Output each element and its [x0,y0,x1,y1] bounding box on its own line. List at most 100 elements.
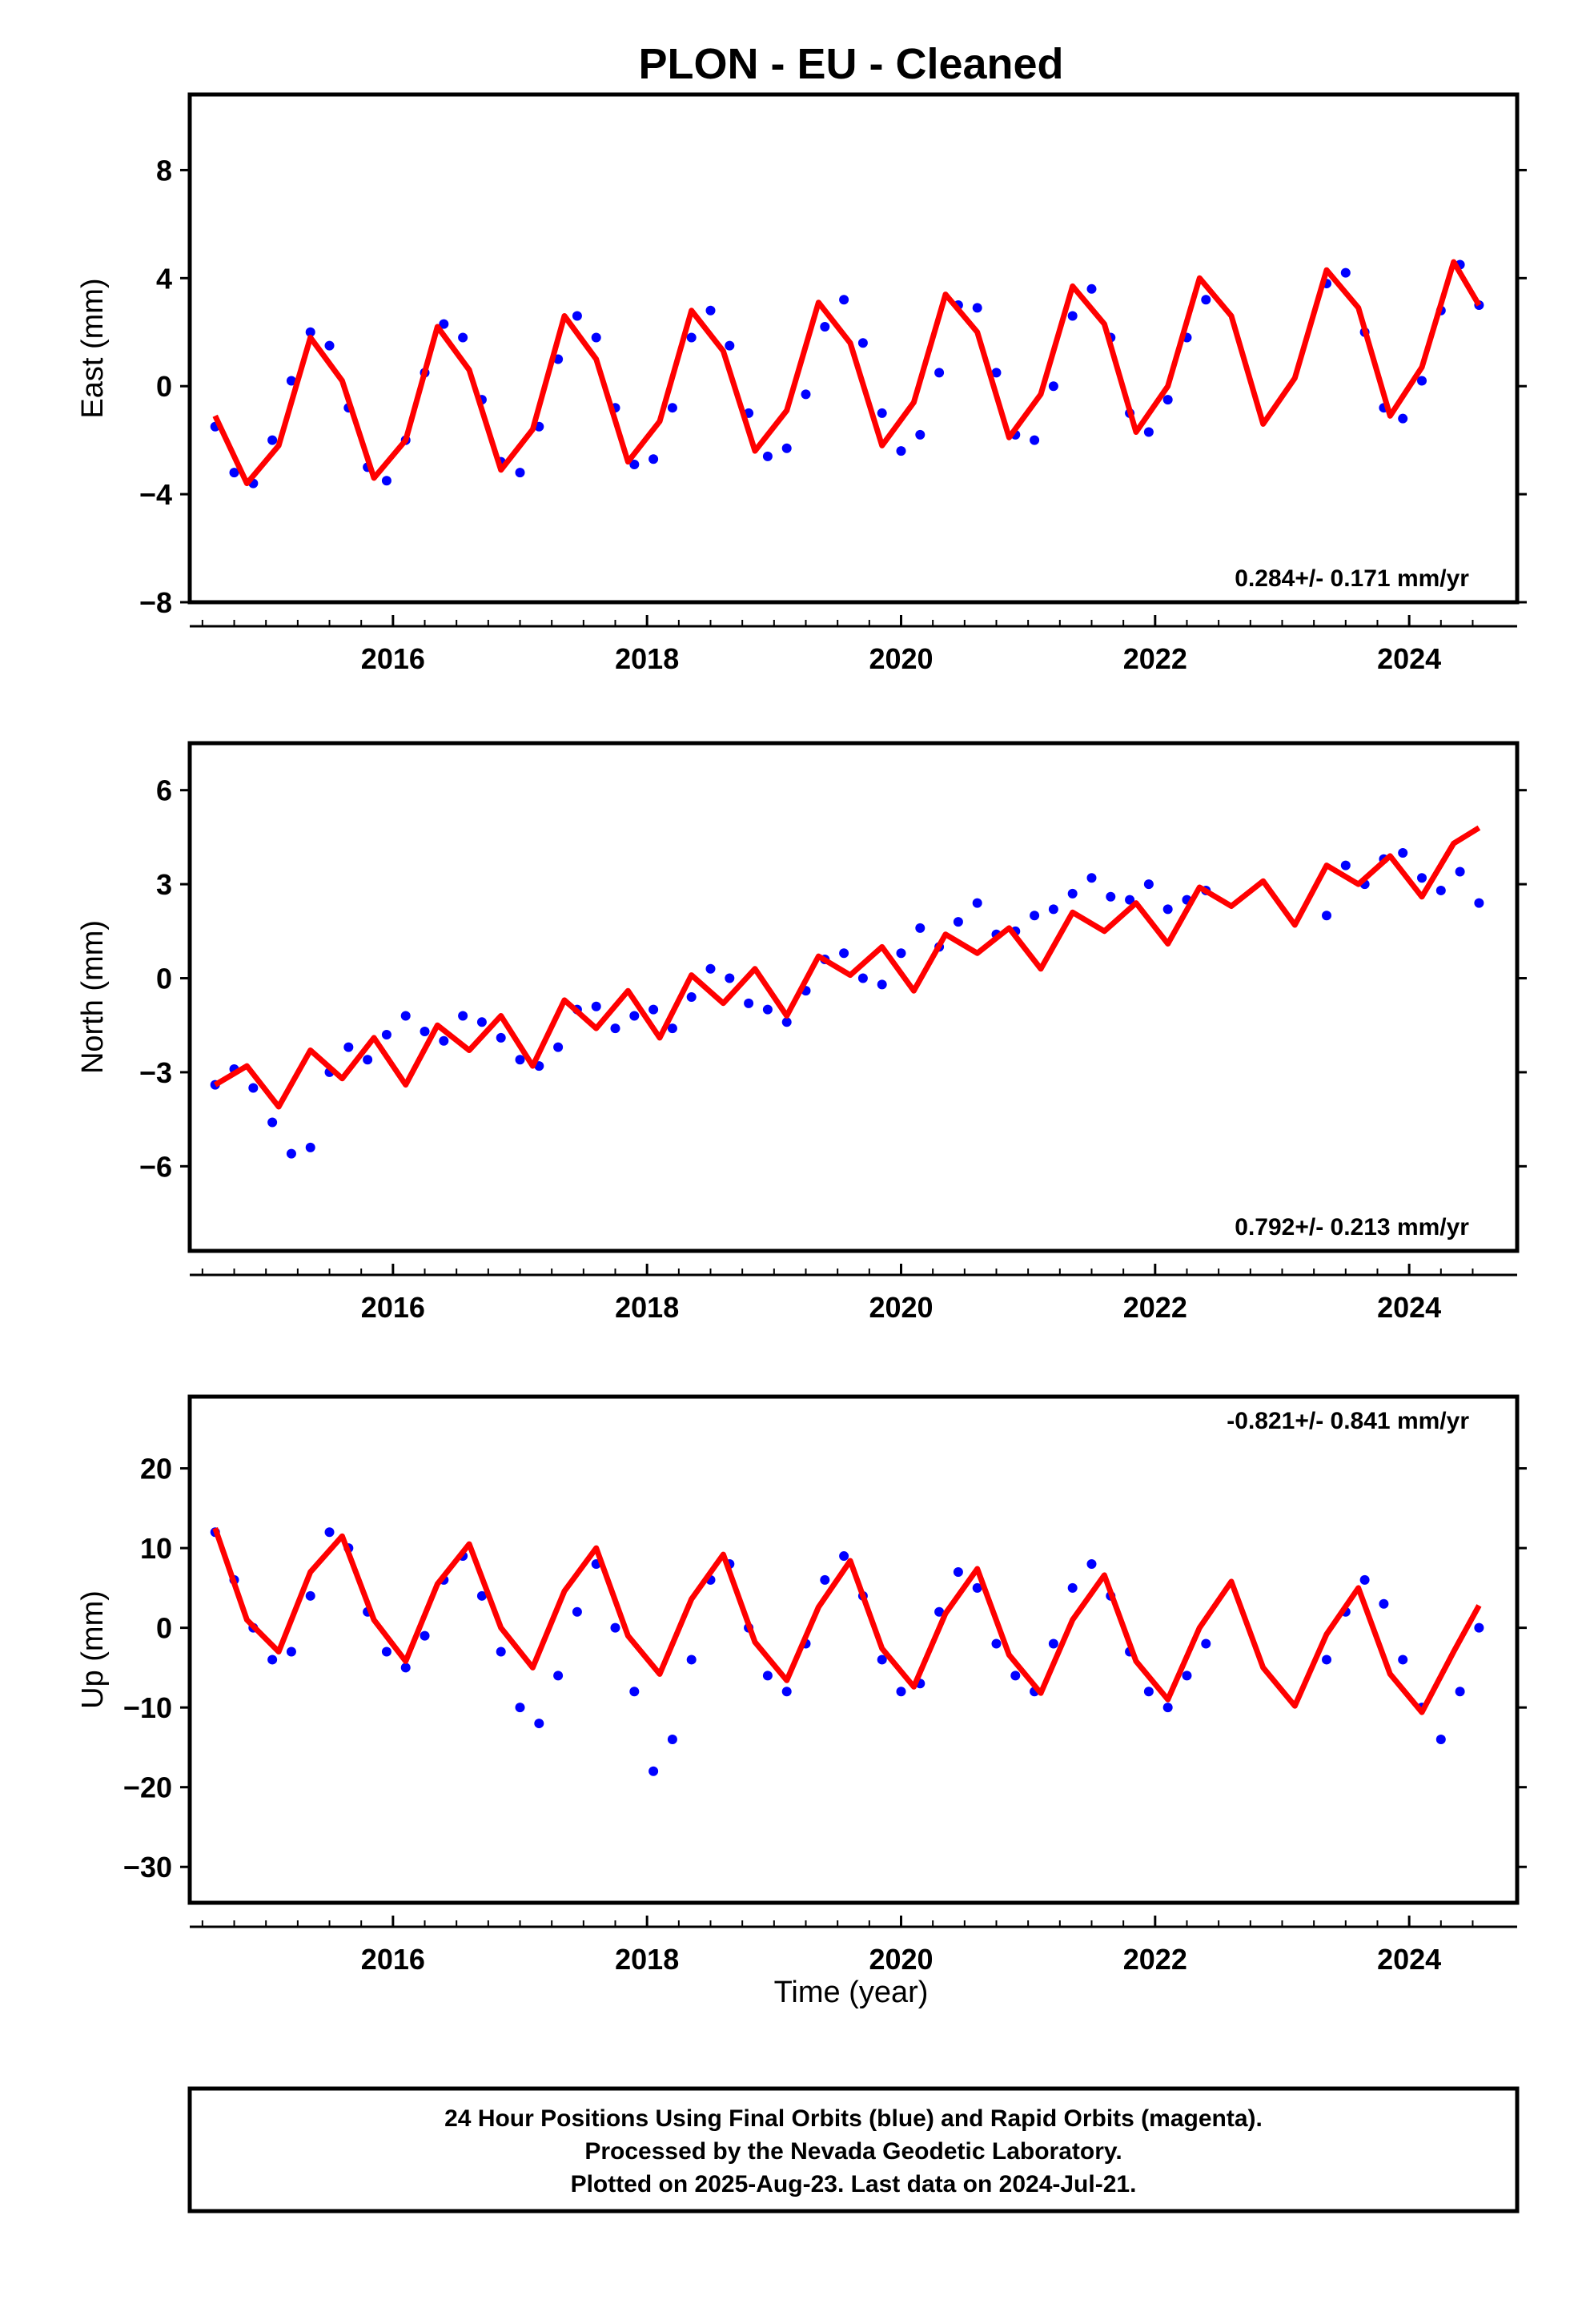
data-point [476,1017,487,1027]
data-point [972,1582,982,1593]
x-tick-label: 2016 [361,1943,425,1976]
data-point [725,973,735,983]
data-point [1455,866,1465,877]
model-curve [212,259,1482,487]
data-points [210,847,1484,1159]
data-point [1435,1734,1446,1744]
data-point [572,1606,582,1617]
data-point [1201,1638,1211,1649]
data-point [877,408,887,418]
data-point [591,332,601,343]
y-axis-label: Up (mm) [76,1590,110,1709]
data-point [1048,381,1058,392]
data-point [305,1142,315,1152]
data-point [267,435,278,445]
x-tick-label: 2016 [361,1291,425,1324]
data-point [1182,1671,1192,1681]
data-point [496,1032,506,1043]
data-point [324,340,335,351]
data-point [1106,891,1116,902]
data-point [1398,1655,1408,1665]
data-point [1398,847,1408,858]
data-point [363,1055,373,1065]
data-point [991,368,1002,378]
data-point [400,1663,411,1673]
data-point [534,1719,544,1729]
data-point [610,1622,620,1633]
data-point [991,1638,1002,1649]
data-point [648,454,659,464]
footer-line-2: Processed by the Nevada Geodetic Laborat… [584,2138,1122,2165]
data-point [610,1023,620,1034]
y-tick-label: −8 [139,586,172,619]
data-point [820,322,830,332]
x-tick-label: 2022 [1123,1291,1187,1324]
figure-title: PLON - EU - Cleaned [638,40,1063,88]
data-point [839,1551,849,1562]
data-point [572,311,582,321]
data-point [1030,911,1040,921]
data-point [1455,1687,1465,1697]
data-point [934,1606,945,1617]
x-tick-label: 2020 [869,642,933,675]
data-point [762,1671,773,1681]
data-point [857,338,868,348]
data-point [629,1011,640,1021]
data-point [553,1042,564,1052]
x-tick-label: 2024 [1377,642,1441,675]
data-point [725,340,735,351]
data-point [1086,283,1097,294]
data-point [1048,1638,1058,1649]
x-tick-label: 2022 [1123,1943,1187,1976]
data-point [705,963,716,974]
velocity-rate-label: -0.821+/- 0.841 mm/yr [1227,1408,1469,1434]
data-point [857,973,868,983]
data-point [953,917,963,927]
data-point [686,992,697,1002]
model-curve [212,1527,1482,1715]
data-point [420,1027,430,1037]
panel-frame [187,1394,1520,1905]
data-point [915,429,926,440]
data-point [1417,376,1427,386]
data-point [896,446,906,456]
data-point [1379,1598,1389,1609]
y-tick-label: 0 [156,1612,172,1645]
footer-box [187,2086,1520,2213]
x-tick-label: 2020 [869,1291,933,1324]
data-point [305,327,315,337]
x-tick-label: 2024 [1377,1291,1441,1324]
data-point [1143,427,1154,437]
y-axis-label: East (mm) [76,278,110,418]
data-point [648,1004,659,1015]
data-point [515,468,525,478]
y-tick-label: −20 [123,1771,172,1804]
y-tick-label: 3 [156,868,172,901]
data-point [953,1566,963,1577]
data-point [762,1004,773,1015]
data-point [781,443,792,453]
panel-frame [187,92,1520,605]
data-point [324,1527,335,1538]
north-panel: 2016 2018 2020 2022 2024 −6 −3 0 3 6 North (mm) 0.7… [76,741,1527,1324]
x-tick-label: 2018 [615,642,679,675]
y-tick-label: 4 [156,262,172,295]
y-axis-label: North (mm) [76,920,110,1074]
x-tick-label: 2016 [361,642,425,675]
data-point [229,468,239,478]
data-point [458,1011,468,1021]
velocity-rate-label: 0.284+/- 0.171 mm/yr [1235,565,1469,592]
data-point [1086,1559,1097,1570]
data-point [781,1017,792,1027]
data-point [629,1687,640,1697]
data-point [1067,311,1078,321]
y-tick-label: 8 [156,154,172,187]
data-point [515,1703,525,1713]
y-tick-label: 20 [140,1453,172,1486]
data-point [896,1687,906,1697]
y-tick-label: 0 [156,963,172,995]
data-point [305,1590,315,1601]
data-point [877,979,887,990]
data-point [248,1083,259,1093]
